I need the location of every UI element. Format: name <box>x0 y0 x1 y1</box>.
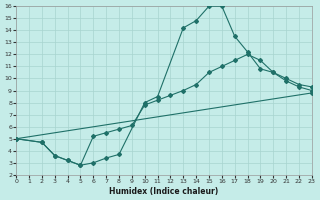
X-axis label: Humidex (Indice chaleur): Humidex (Indice chaleur) <box>109 187 219 196</box>
